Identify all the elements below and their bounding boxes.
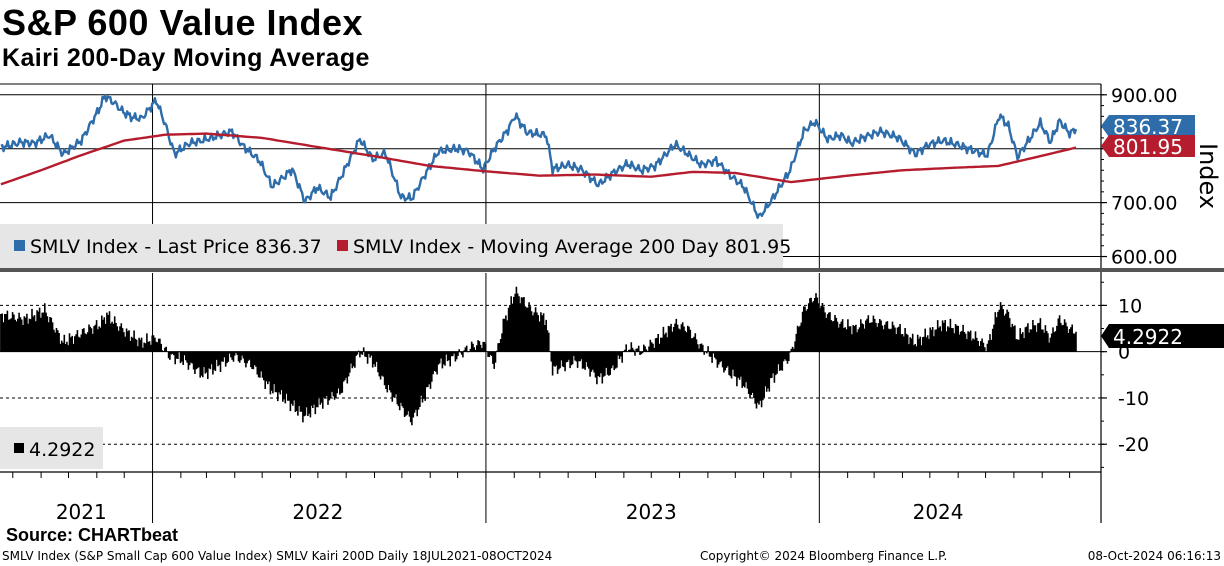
legend-label-ma: SMLV Index - Moving Average 200 Day 801.…	[353, 236, 791, 258]
kairi-last-value-tag: 4.2922	[1113, 325, 1183, 349]
ma-last-value-tag: 801.95	[1113, 135, 1183, 159]
x-year-label-2024: 2024	[913, 500, 964, 524]
legend-swatch-price	[14, 240, 25, 251]
price-last-value-tag-bg	[1101, 115, 1195, 137]
price-series-line	[0, 94, 1078, 220]
footer-description: SMLV Index (S&P Small Cap 600 Value Inde…	[2, 549, 553, 563]
bottom-tick-label-1: -10	[1118, 388, 1149, 410]
top-tick-label-1: 700.00	[1111, 193, 1177, 215]
page-subtitle: Kairi 200-Day Moving Average	[2, 44, 370, 72]
footer-timestamp: 08-Oct-2024 06:16:13	[1087, 549, 1221, 563]
top-tick-label-0: 600.00	[1111, 247, 1177, 269]
source-label: Source: CHARTbeat	[6, 525, 179, 545]
legend-label-price: SMLV Index - Last Price 836.37	[30, 236, 322, 258]
x-year-label-2022: 2022	[292, 500, 343, 524]
x-year-label-2023: 2023	[626, 500, 677, 524]
page-title: S&P 600 Value Index	[2, 2, 364, 43]
legend-swatch-ma	[337, 240, 348, 251]
legend-label-kairi: 4.2922	[29, 439, 95, 461]
footer-copyright: Copyright© 2024 Bloomberg Finance L.P.	[700, 549, 948, 563]
moving-average-series-line	[0, 132, 1077, 186]
kairi-bars	[0, 286, 1077, 426]
panel-separator	[0, 268, 1224, 272]
bottom-tick-label-3: 10	[1118, 295, 1142, 317]
bottom-tick-label-0: -20	[1118, 434, 1149, 456]
top-axis-title: Index	[1194, 143, 1222, 209]
top-legend-box	[0, 224, 783, 268]
x-year-label-2021: 2021	[56, 500, 107, 524]
top-tick-label-3: 900.00	[1111, 85, 1177, 107]
legend-swatch-kairi	[14, 443, 24, 453]
kairi-last-value-tag-bg	[1101, 324, 1224, 348]
ma-last-value-tag-bg	[1101, 135, 1195, 157]
